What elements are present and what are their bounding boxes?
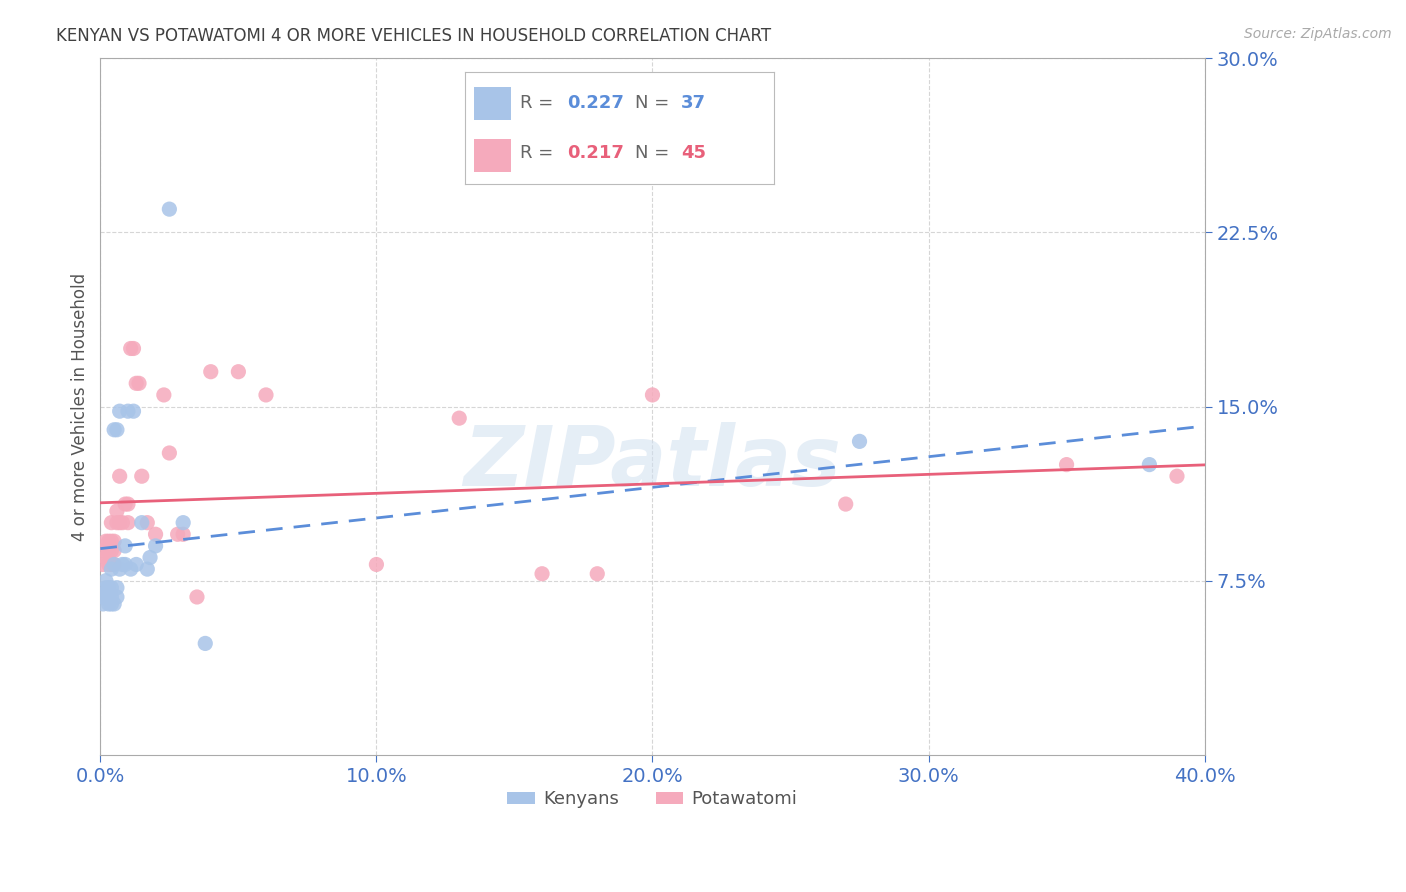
Point [97,597,120,611]
Point [94,581,117,595]
Point [100,516,122,530]
Point [100,543,122,558]
Point [145,539,167,553]
Point [97,558,120,572]
Legend: Kenyans, Potawatomi: Kenyans, Potawatomi [501,783,804,815]
Point [91,558,114,572]
Point [125,376,148,391]
Y-axis label: 4 or more Vehicles in Household: 4 or more Vehicles in Household [72,272,89,541]
Point [100,597,122,611]
Point [100,581,122,595]
Point [157,446,180,460]
Point [111,516,134,530]
Point [641,388,664,402]
Point [131,516,153,530]
Point [449,411,471,425]
Point [114,558,136,572]
Point [97,534,120,549]
Point [100,534,122,549]
Point [91,590,114,604]
Point [105,423,128,437]
Point [128,376,150,391]
Point [94,534,117,549]
Point [136,516,159,530]
Point [586,566,609,581]
Point [91,597,114,611]
Point [120,342,142,356]
Point [254,388,277,402]
Point [108,516,131,530]
Point [120,562,142,576]
Point [186,590,208,604]
Point [111,558,134,572]
Point [105,590,128,604]
Point [100,590,122,604]
Point [103,558,125,572]
Point [1056,458,1078,472]
Point [136,562,159,576]
Point [131,469,153,483]
Point [108,404,131,418]
Point [172,516,194,530]
Point [194,636,217,650]
Point [103,534,125,549]
Point [122,342,145,356]
Point [94,550,117,565]
Point [108,469,131,483]
Point [91,543,114,558]
Point [97,543,120,558]
Point [166,527,188,541]
Point [200,365,222,379]
Point [848,434,870,449]
Point [114,497,136,511]
Point [103,543,125,558]
Point [105,504,128,518]
Point [100,558,122,572]
Point [153,388,176,402]
Point [117,497,139,511]
Point [117,404,139,418]
Point [117,516,139,530]
Point [100,562,122,576]
Point [172,527,194,541]
Point [103,423,125,437]
Point [97,581,120,595]
Text: Source: ZipAtlas.com: Source: ZipAtlas.com [1244,27,1392,41]
Point [366,558,388,572]
Point [103,558,125,572]
Point [835,497,858,511]
Point [1166,469,1188,483]
Point [97,590,120,604]
Point [145,527,167,541]
Point [94,585,117,599]
Text: ZIPatlas: ZIPatlas [464,422,841,503]
Point [228,365,250,379]
Text: KENYAN VS POTAWATOMI 4 OR MORE VEHICLES IN HOUSEHOLD CORRELATION CHART: KENYAN VS POTAWATOMI 4 OR MORE VEHICLES … [56,27,772,45]
Point [114,539,136,553]
Point [103,597,125,611]
Point [1137,458,1160,472]
Point [122,404,145,418]
Point [97,585,120,599]
Point [531,566,554,581]
Point [108,562,131,576]
Point [157,202,180,216]
Point [94,574,117,588]
Point [125,558,148,572]
Point [105,516,128,530]
Point [139,550,162,565]
Point [105,581,128,595]
